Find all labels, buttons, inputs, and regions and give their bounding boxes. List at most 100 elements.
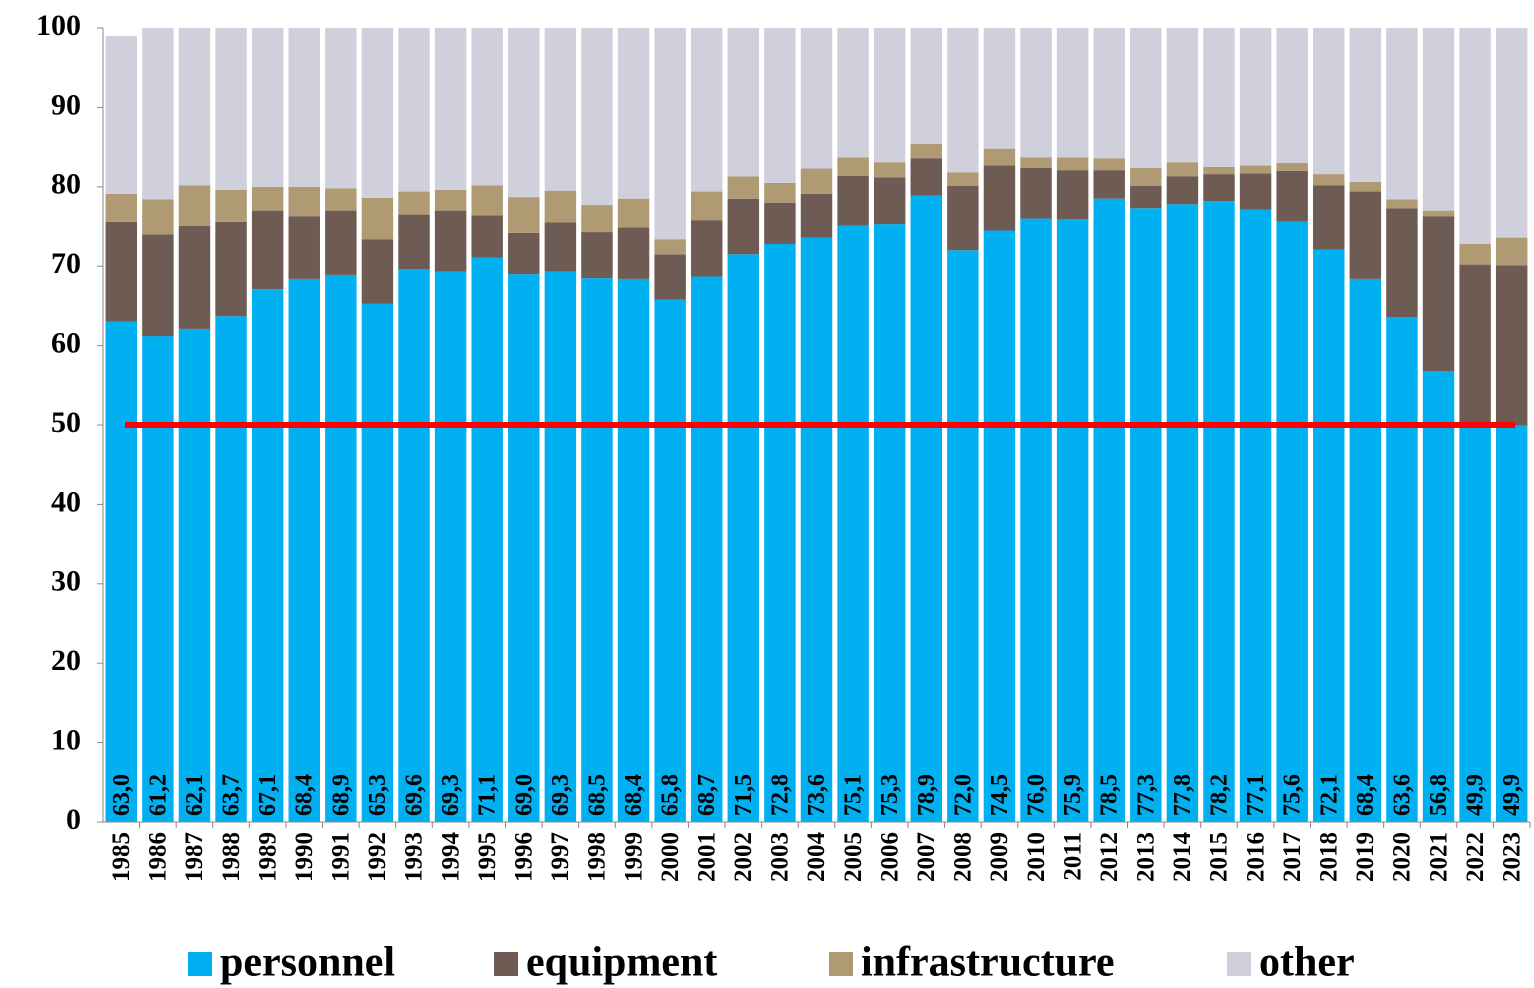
data-label: 72,1	[1316, 774, 1342, 816]
bar-segment	[654, 254, 686, 300]
bar-segment	[1056, 219, 1089, 822]
data-label: 75,1	[841, 774, 867, 816]
bar-segment	[251, 186, 284, 211]
x-tick-label: 2008	[950, 832, 977, 882]
bar-segment	[1203, 174, 1235, 202]
bar-segment	[617, 278, 650, 822]
bar-segment	[508, 197, 540, 233]
bar-segment	[1239, 28, 1272, 166]
bar-segment	[910, 195, 943, 822]
bar-segment	[105, 193, 138, 222]
bar-segment	[1349, 28, 1382, 183]
bar-segment	[544, 271, 577, 822]
bar-segment	[544, 28, 577, 191]
bar-segment	[1313, 249, 1345, 822]
x-tick-label: 1996	[511, 832, 538, 882]
bar-segment	[800, 28, 833, 169]
legend-swatch	[494, 952, 518, 976]
bar-segment	[1056, 28, 1089, 158]
bar-segment	[727, 28, 760, 177]
data-label: 75,3	[877, 774, 903, 816]
data-label: 73,6	[804, 774, 830, 816]
data-label: 69,6	[402, 774, 428, 816]
bar-segment	[1495, 265, 1528, 426]
legend-swatch	[829, 952, 853, 976]
bar-segment	[1166, 162, 1199, 177]
x-tick-label: 2021	[1425, 832, 1452, 882]
bar-segment	[1459, 28, 1491, 244]
data-label: 68,9	[328, 774, 354, 816]
bar-segment	[947, 172, 979, 187]
data-label: 78,2	[1206, 774, 1232, 816]
bar-segment	[837, 175, 869, 226]
bar-segment	[105, 321, 138, 822]
data-label: 69,0	[511, 774, 537, 816]
bar-segment	[727, 176, 760, 199]
bar-segment	[1166, 176, 1199, 205]
bar-segment	[1276, 162, 1308, 171]
bar-segment	[727, 198, 760, 255]
data-label: 65,8	[658, 774, 684, 816]
x-tick-label: 1987	[181, 832, 208, 882]
data-label: 78,9	[914, 774, 940, 816]
bar-segment	[1349, 191, 1382, 279]
bar-segment	[873, 224, 906, 823]
bar-segment	[1130, 28, 1162, 168]
data-label: 68,4	[621, 774, 647, 816]
data-label: 74,5	[987, 774, 1013, 816]
legend-swatch	[1227, 952, 1251, 976]
bar-segment	[215, 316, 247, 822]
bar-segment	[581, 28, 613, 206]
bar-segment	[1386, 199, 1418, 209]
bar-segment	[1203, 28, 1235, 167]
bar-segment	[361, 239, 394, 304]
bar-segment	[1239, 173, 1272, 210]
bar-segment	[764, 28, 796, 183]
x-tick-label: 1991	[328, 832, 355, 882]
bar-segment	[947, 186, 979, 251]
bar-segment	[398, 269, 430, 823]
x-tick-label: 1997	[547, 832, 574, 882]
bar-segment	[1020, 28, 1052, 158]
bar-segment	[1495, 425, 1528, 822]
bar-segment	[1020, 167, 1052, 219]
bar-segment	[837, 28, 869, 158]
bar-segment	[910, 28, 943, 144]
bar-segment	[508, 28, 540, 198]
legend-label: personnel	[220, 940, 395, 986]
data-label: 72,8	[767, 774, 793, 816]
bar-segment	[1422, 371, 1455, 822]
bar-segment	[178, 225, 211, 329]
bar-segment	[1093, 198, 1125, 822]
bar-segment	[1093, 158, 1125, 171]
bar-segment	[105, 35, 138, 194]
bar-segment	[215, 221, 247, 317]
bar-segment	[325, 210, 357, 275]
bar-segment	[471, 257, 503, 822]
bar-segment	[1056, 170, 1089, 220]
x-tick-label: 2016	[1242, 832, 1269, 882]
bar-segment	[325, 28, 357, 189]
y-tick-label: 0	[66, 803, 81, 836]
data-label: 69,3	[438, 774, 464, 816]
data-label: 76,0	[1024, 774, 1050, 816]
bar-segment	[727, 254, 760, 823]
y-tick-label: 10	[51, 723, 81, 756]
bar-segment	[1020, 218, 1052, 822]
bar-segment	[1495, 237, 1528, 266]
x-tick-label: 2022	[1462, 832, 1489, 882]
data-label: 63,0	[109, 774, 135, 816]
bar-segment	[1386, 208, 1418, 318]
x-tick-label: 2001	[693, 832, 720, 882]
bar-segment	[947, 28, 979, 173]
bar-segment	[471, 185, 503, 216]
bar-segment	[1459, 243, 1491, 265]
bar-segment	[581, 232, 613, 279]
bar-segment	[873, 28, 906, 163]
bar-segment	[1313, 28, 1345, 175]
data-label: 61,2	[145, 774, 171, 816]
data-label: 56,8	[1426, 774, 1452, 816]
data-label: 68,4	[292, 774, 318, 816]
x-tick-label: 2007	[913, 832, 940, 882]
x-tick-label: 2003	[767, 832, 794, 882]
